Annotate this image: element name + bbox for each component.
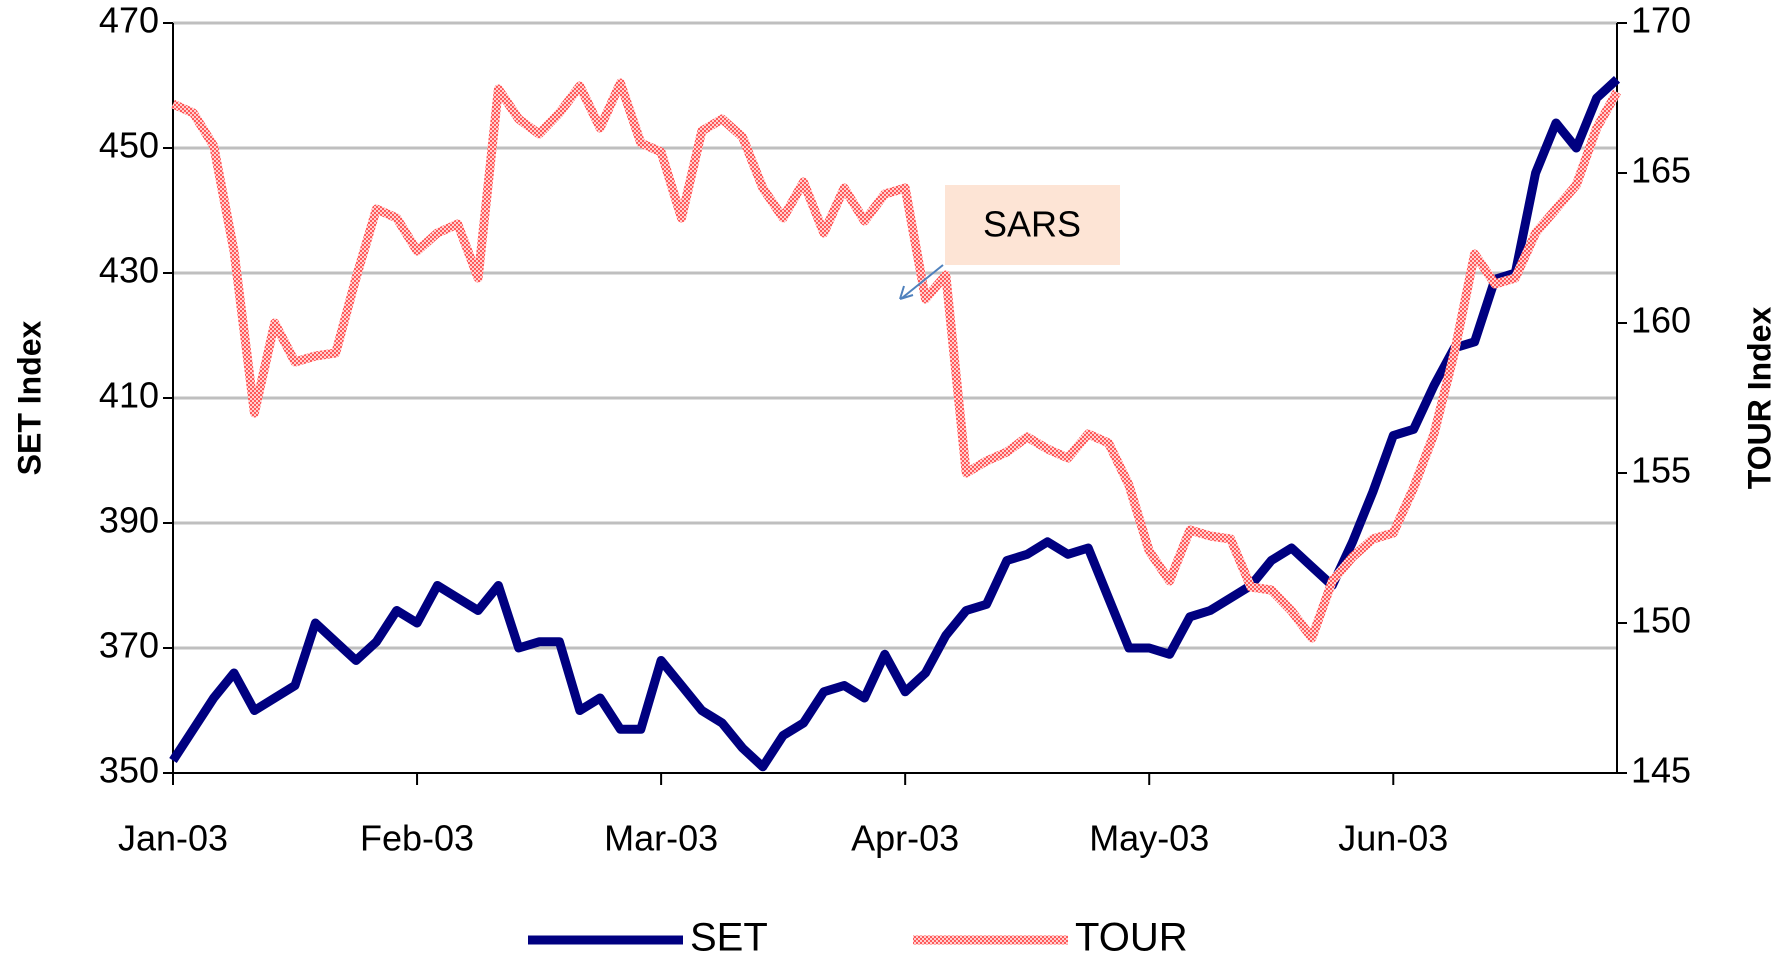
y-tick-label: 450 — [99, 125, 159, 166]
x-tick-label: Jun-03 — [1338, 818, 1448, 859]
y-tick-label: 390 — [99, 500, 159, 541]
y2-tick-label: 150 — [1631, 600, 1691, 641]
y2-axis-label: TOUR Index — [1741, 307, 1777, 490]
legend-label: SET — [690, 916, 768, 958]
legend-label: TOUR — [1075, 916, 1188, 958]
y-tick-label: 370 — [99, 625, 159, 666]
series-line — [171, 78, 1621, 643]
x-tick-label: May-03 — [1089, 818, 1209, 859]
annotation-box — [945, 185, 1120, 265]
x-tick-label: Apr-03 — [851, 818, 959, 859]
y-tick-label: 470 — [99, 0, 159, 41]
y2-tick-label: 155 — [1631, 450, 1691, 491]
series-line — [169, 75, 1621, 772]
annotation-text: SARS — [983, 204, 1081, 245]
x-tick-label: Jan-03 — [118, 818, 228, 859]
y-tick-label: 430 — [99, 250, 159, 291]
y2-tick-label: 170 — [1631, 0, 1691, 41]
y-tick-label: 410 — [99, 375, 159, 416]
annotation-arrowhead — [899, 285, 914, 300]
x-tick-label: Mar-03 — [604, 818, 718, 859]
y-tick-label: 350 — [99, 750, 159, 791]
y2-tick-label: 145 — [1631, 750, 1691, 791]
y-axis-label: SET Index — [11, 320, 47, 475]
annotation-arrow — [901, 264, 944, 299]
x-tick-label: Feb-03 — [360, 818, 474, 859]
y2-tick-label: 160 — [1631, 300, 1691, 341]
y2-tick-label: 165 — [1631, 150, 1691, 191]
